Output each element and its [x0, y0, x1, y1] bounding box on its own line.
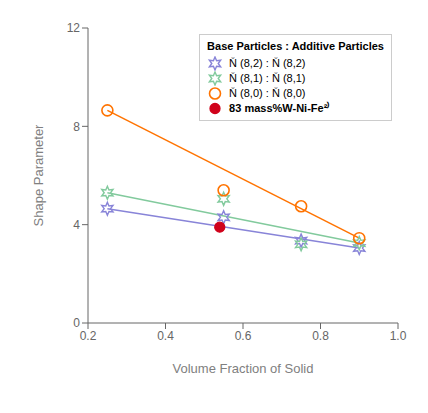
svg-text:1.0: 1.0 [390, 329, 407, 343]
svg-text:8: 8 [73, 120, 80, 134]
svg-text:12: 12 [67, 21, 81, 35]
html-text:Ň (8,2) : Ň (8,2): Ň (8,2) : Ň (8,2) [229, 57, 306, 69]
svg-text:0.2: 0.2 [80, 329, 97, 343]
svg-text:Volume Fraction of Solid: Volume Fraction of Solid [173, 361, 314, 376]
svg-text:0.8: 0.8 [312, 329, 329, 343]
svg-text:4: 4 [73, 218, 80, 232]
svg-text:0.4: 0.4 [157, 329, 174, 343]
svg-text:Shape Parameter: Shape Parameter [31, 124, 46, 227]
html-text:83 mass%W-Ni-Fe²⁾: 83 mass%W-Ni-Fe²⁾ [229, 102, 330, 114]
html-text:Ň (8,1) : Ň (8,1): Ň (8,1) : Ň (8,1) [229, 72, 306, 84]
html-text:Base Particles : Additive Part: Base Particles : Additive Particles [207, 40, 384, 52]
svg-text:0.6: 0.6 [235, 329, 252, 343]
svg-text:0: 0 [73, 316, 80, 330]
html-text:Ň (8,0) : Ň (8,0): Ň (8,0) : Ň (8,0) [229, 87, 306, 99]
